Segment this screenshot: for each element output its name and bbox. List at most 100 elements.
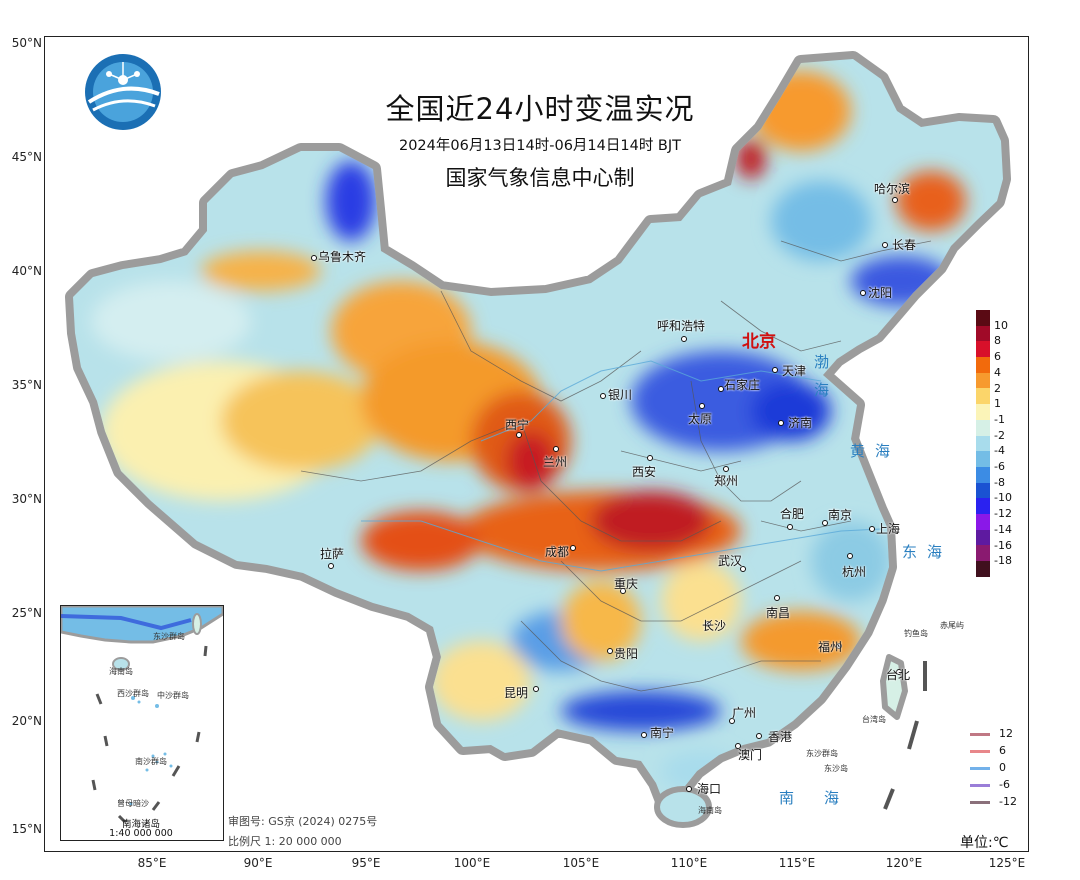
lat-tick: 40°N — [11, 264, 42, 278]
city-dot — [641, 732, 647, 738]
colorbar-segment — [976, 498, 990, 514]
inset-map — [61, 606, 223, 824]
lon-tick: 120°E — [885, 856, 923, 870]
legend-line-swatch — [970, 801, 990, 804]
map-frame — [44, 36, 1029, 852]
city-dot — [600, 393, 606, 399]
city-dot — [896, 669, 902, 675]
rivers — [361, 360, 882, 572]
lat-tick: 15°N — [11, 822, 42, 836]
island-label: 台湾岛 — [862, 715, 886, 724]
city-label: 济南 — [788, 416, 813, 430]
city-dot — [705, 621, 711, 627]
city-dot — [681, 336, 687, 342]
sea-label-nanhai: 南海 — [779, 789, 870, 807]
city-dot — [882, 242, 888, 248]
hainan-island — [654, 786, 712, 828]
city-label: 昆明 — [504, 686, 529, 700]
colorbar-segment — [976, 513, 990, 530]
colorbar-segment — [976, 310, 990, 326]
colorbar-tick-label: -4 — [994, 444, 1005, 458]
island-label: 海南岛 — [698, 806, 722, 815]
boundary-dashes — [883, 661, 927, 810]
city-label: 西安 — [632, 465, 657, 479]
temperature-change-map — [45, 37, 1029, 828]
city-dot — [718, 386, 724, 392]
colorbar-tick-label: 10 — [994, 318, 1008, 332]
lat-tick: 20°N — [11, 714, 42, 728]
city-dot — [533, 686, 539, 692]
colorbar-segment — [976, 482, 990, 499]
colorbar-segment — [976, 545, 990, 561]
city-label: 合肥 — [780, 507, 805, 521]
lon-tick: 85°E — [137, 856, 167, 870]
city-label: 重庆 — [614, 577, 639, 591]
city-dot — [836, 643, 842, 649]
city-dot — [647, 455, 653, 461]
lon-tick: 95°E — [351, 856, 381, 870]
colorbar-tick-label: -14 — [994, 522, 1012, 536]
colorbar-segment — [976, 466, 990, 483]
city-dot — [328, 563, 334, 569]
city-dot — [869, 526, 875, 532]
city-dot — [774, 595, 780, 601]
city-dot — [847, 553, 853, 559]
city-label: 南京 — [828, 508, 853, 522]
inset-island-label: 曾母暗沙 — [117, 799, 149, 808]
city-label: 银川 — [608, 388, 633, 402]
city-label: 杭州 — [842, 565, 867, 579]
city-label: 福州 — [818, 640, 843, 654]
legend-line-swatch — [970, 750, 990, 753]
island-label: 赤尾屿 — [940, 621, 964, 630]
city-dot — [553, 446, 559, 452]
colorbar-tick-label: -1 — [994, 412, 1005, 426]
city-dot — [699, 403, 705, 409]
legend-line-swatch — [970, 784, 990, 787]
lon-tick: 105°E — [562, 856, 600, 870]
colorbar-segment — [976, 372, 990, 389]
city-label: 太原 — [688, 412, 713, 426]
city-dot — [607, 648, 613, 654]
city-dot — [756, 733, 762, 739]
inset-scale: 1:40 000 000 — [109, 828, 173, 839]
city-label: 哈尔滨 — [874, 182, 911, 196]
map-title: 全国近24小时变温实况 — [385, 92, 695, 126]
inset-island-label: 中沙群岛 — [157, 691, 189, 700]
colorbar-segment — [976, 419, 990, 436]
inset-island-label: 东沙群岛 — [153, 632, 185, 641]
colorbar-tick-label: -16 — [994, 538, 1012, 552]
city-label: 成都 — [545, 545, 570, 559]
city-label: 拉萨 — [320, 547, 345, 561]
city-label: 郑州 — [714, 474, 739, 488]
city-label: 石家庄 — [724, 378, 761, 392]
unit-label: 单位:℃ — [960, 835, 1009, 851]
city-label: 沈阳 — [868, 286, 893, 300]
lat-tick: 45°N — [11, 150, 42, 164]
colorbar-segment — [976, 357, 990, 373]
lat-tick: 25°N — [11, 606, 42, 620]
city-label: 海口 — [697, 782, 722, 796]
city-dot — [822, 520, 828, 526]
colorbar-segment — [976, 325, 990, 342]
colorbar-tick-label: -6 — [994, 460, 1005, 473]
colorbar-tick-label: 6 — [994, 350, 1001, 364]
inset-island-label: 海南岛 — [109, 667, 133, 676]
city-dot — [740, 566, 746, 572]
colorbar-tick-label: -10 — [994, 491, 1012, 505]
lat-tick: 30°N — [11, 492, 42, 506]
colorbar-segment — [976, 561, 990, 577]
legend-line-label: 0 — [999, 761, 1006, 774]
colorbar-tick-label: 2 — [994, 381, 1001, 395]
lon-tick: 90°E — [243, 856, 273, 870]
colorbar — [976, 310, 990, 577]
lat-tick: 35°N — [11, 378, 42, 392]
sea-label-huanghai: 黄海 — [850, 442, 901, 460]
city-label: 乌鲁木齐 — [318, 250, 367, 264]
inset-title: 南海诸岛 — [121, 819, 160, 830]
lat-tick: 50°N — [11, 36, 42, 50]
city-dot — [735, 743, 741, 749]
city-label: 西宁 — [505, 418, 530, 432]
city-label: 呼和浩特 — [657, 319, 706, 333]
city-dot — [723, 466, 729, 472]
colorbar-tick-label: -2 — [994, 428, 1005, 442]
